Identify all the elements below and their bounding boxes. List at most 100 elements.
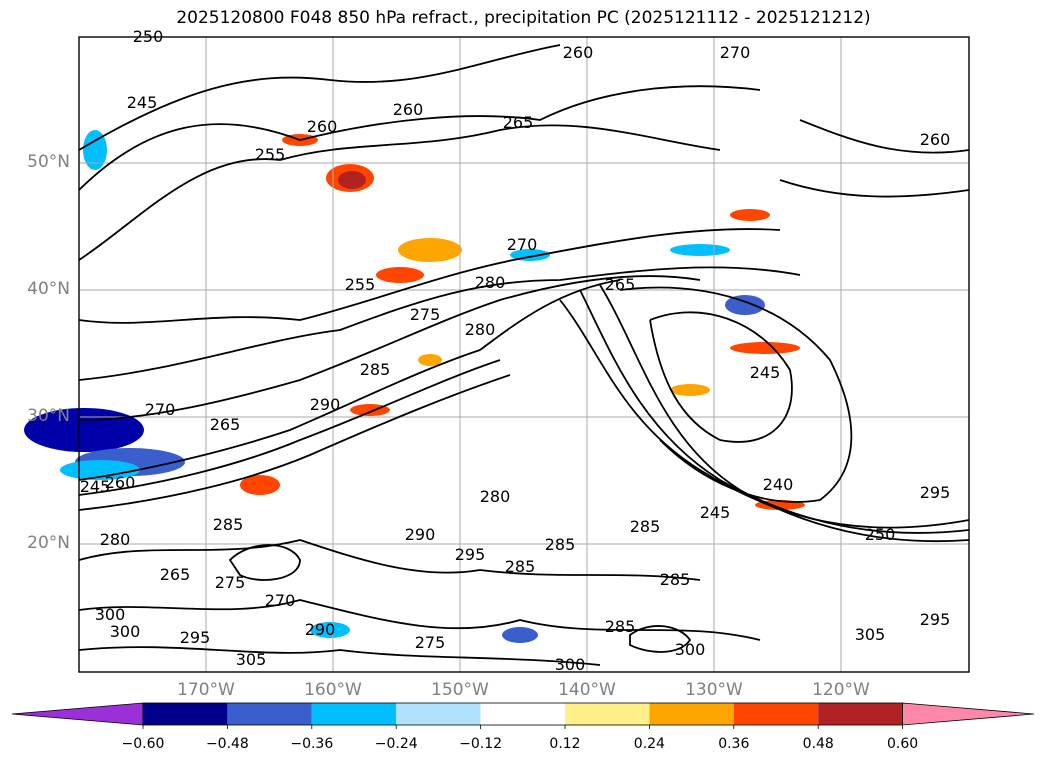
contour-label: 240	[763, 475, 794, 494]
contour-line	[78, 275, 701, 421]
contour-label: 295	[455, 545, 486, 564]
contour-line	[599, 284, 970, 543]
contour-label: 280	[100, 530, 131, 549]
contour-label: 285	[505, 557, 536, 576]
colorbar-segment	[311, 703, 397, 725]
contour-line	[78, 44, 561, 151]
contour-label: 285	[660, 570, 691, 589]
contour-line	[559, 299, 970, 529]
contour-label: 265	[210, 415, 241, 434]
colorbar-tick-label: 0.36	[718, 736, 750, 752]
contour-line	[78, 539, 701, 581]
contour-label: 290	[405, 525, 436, 544]
precipitation-patch	[730, 342, 800, 354]
contour-label: 285	[545, 535, 576, 554]
colorbar-segment	[733, 703, 819, 725]
precipitation-shading	[24, 130, 805, 643]
map-frame	[78, 36, 970, 673]
contour-label: 295	[180, 628, 211, 647]
contour-label: 255	[345, 275, 376, 294]
precipitation-patch	[310, 622, 350, 638]
colorbar-tick-label: −0.48	[205, 736, 249, 752]
longitude-label: 170°W	[177, 680, 235, 700]
contour-label: 300	[675, 640, 706, 659]
contour-label: 245	[127, 93, 158, 112]
contour-label: 265	[503, 113, 534, 132]
colorbar-extend-high	[902, 702, 1035, 726]
latitude-label: 20°N	[27, 533, 70, 553]
precipitation-patch	[376, 267, 424, 283]
contour-label: 280	[480, 487, 511, 506]
contour-label: 305	[855, 625, 886, 644]
contour-label: 260	[307, 117, 338, 136]
precipitation-patch	[240, 475, 280, 495]
colorbar-tick-label: −0.60	[121, 736, 165, 752]
latitude-label: 30°N	[27, 406, 70, 426]
precipitation-patch	[670, 244, 730, 256]
contour-label: 280	[465, 320, 496, 339]
precipitation-patch	[730, 209, 770, 221]
contour-label: 275	[215, 573, 246, 592]
colorbar-tick-label: −0.12	[459, 736, 503, 752]
colorbar-tick-label: 0.24	[633, 736, 665, 752]
contour-label: 260	[393, 100, 424, 119]
colorbar	[11, 702, 1035, 729]
contour-label: 300	[110, 622, 141, 641]
contour-line	[228, 544, 301, 581]
contour-label: 300	[555, 655, 586, 674]
colorbar-segment	[396, 703, 481, 725]
latitude-label: 50°N	[27, 152, 70, 172]
colorbar-segment	[818, 703, 903, 725]
precipitation-patch	[670, 384, 710, 396]
contour-label: 295	[920, 610, 951, 629]
contour-label: 245	[80, 477, 111, 496]
contour-line	[78, 374, 511, 511]
contour-label: 245	[700, 503, 731, 522]
contour-label: 280	[475, 273, 506, 292]
longitude-label: 150°W	[431, 680, 489, 700]
precipitation-patch	[338, 171, 366, 189]
contour-line	[78, 646, 601, 666]
contour-label: 290	[305, 620, 336, 639]
colorbar-tick-label: 0.12	[549, 736, 581, 752]
colorbar-outline	[142, 702, 903, 726]
colorbar-extend-low	[11, 702, 144, 726]
contour-label: 275	[415, 633, 446, 652]
longitude-label: 130°W	[685, 680, 743, 700]
contour-label: 260	[563, 43, 594, 62]
precipitation-patch	[60, 460, 140, 480]
contour-label: 270	[145, 400, 176, 419]
contour-line	[78, 85, 761, 191]
contour-label: 285	[360, 360, 391, 379]
contour-line	[779, 179, 970, 198]
contour-line	[629, 625, 692, 653]
contour-label: 285	[630, 517, 661, 536]
longitude-label: 140°W	[558, 680, 616, 700]
colorbar-segment	[480, 703, 565, 725]
latitude-label: 40°N	[27, 279, 70, 299]
contour-line	[799, 119, 970, 154]
longitude-label: 160°W	[304, 680, 362, 700]
contour-label: 260	[105, 473, 136, 492]
colorbar-segment	[227, 703, 312, 725]
precipitation-patch	[398, 238, 462, 262]
colorbar-segment	[143, 703, 228, 725]
contour-line	[78, 124, 721, 261]
refractivity-contours	[78, 44, 970, 666]
contour-line	[619, 286, 853, 503]
contour-label: 290	[310, 395, 341, 414]
contour-label: 275	[410, 305, 441, 324]
contour-label: 270	[507, 235, 538, 254]
contour-line	[579, 289, 970, 534]
contour-line	[78, 228, 781, 324]
contour-label: 285	[213, 515, 244, 534]
graticule	[79, 37, 969, 672]
contour-label: 250	[865, 525, 896, 544]
colorbar-tick-label: 0.48	[802, 736, 834, 752]
contour-label: 305	[236, 650, 267, 669]
contour-label: 270	[720, 43, 751, 62]
colorbar-tick-label: 0.60	[887, 736, 919, 752]
contour-label: 300	[95, 605, 126, 624]
